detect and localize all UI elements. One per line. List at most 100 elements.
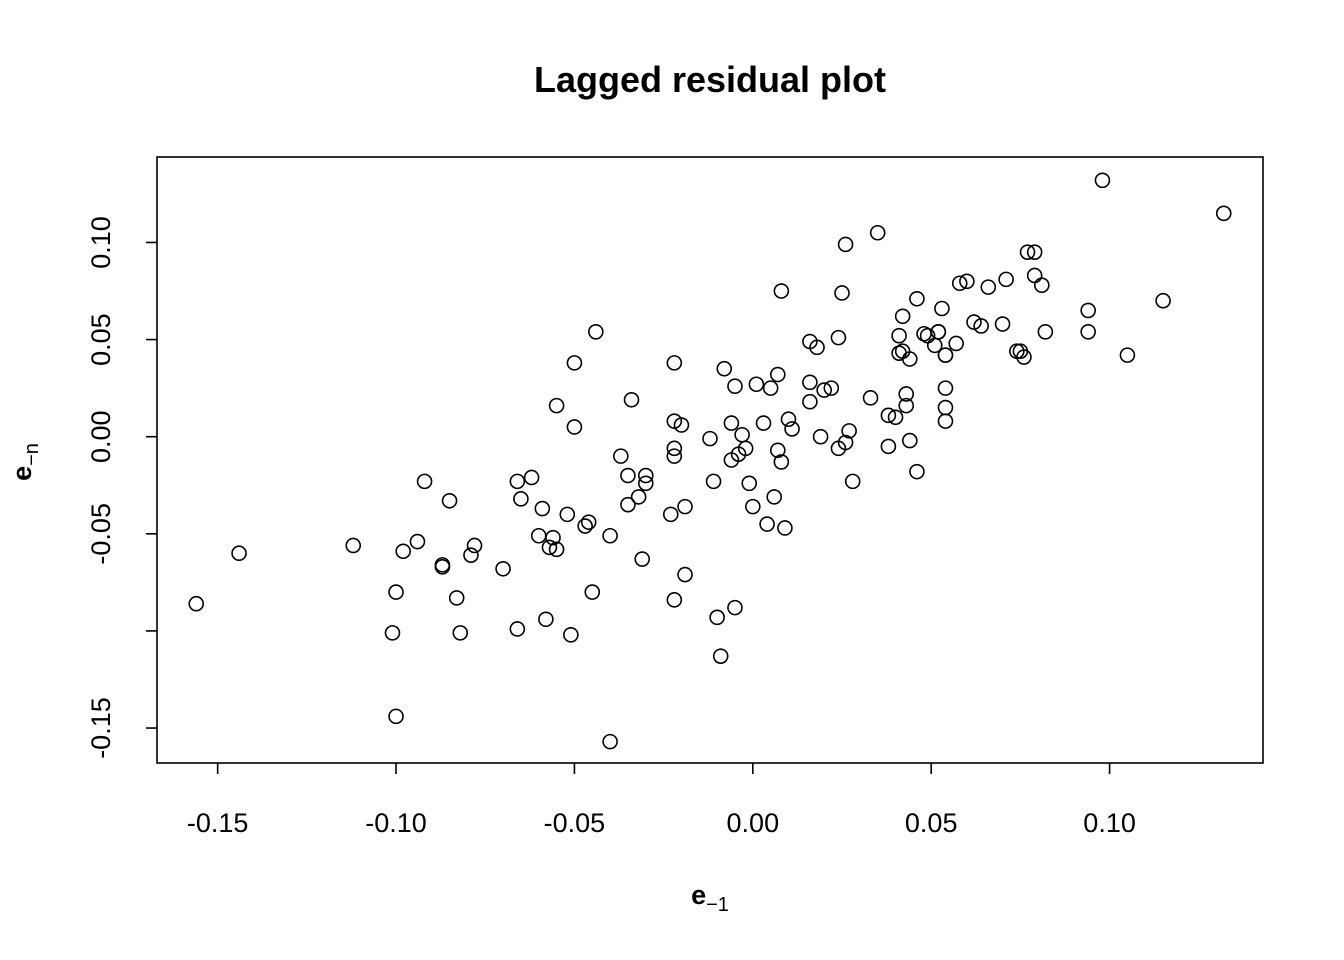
data-point [495, 560, 511, 577]
data-point [384, 625, 401, 641]
data-point [1037, 324, 1054, 340]
data-point [862, 390, 879, 406]
data-point [891, 327, 907, 344]
data-point [741, 475, 758, 492]
data-point [620, 467, 636, 484]
data-point [409, 533, 426, 550]
data-point [1119, 347, 1136, 363]
data-point [1016, 349, 1032, 365]
x-axis-label-subscript: −1 [706, 894, 729, 916]
data-point [563, 627, 579, 643]
data-point [523, 469, 540, 486]
data-point [666, 448, 683, 464]
x-tick-label: -0.10 [365, 808, 427, 838]
x-tick-label: 0.00 [727, 808, 780, 838]
data-point [1094, 172, 1111, 189]
data-point [637, 467, 654, 484]
y-axis-label-subscript: −n [21, 443, 43, 466]
data-point [869, 224, 886, 241]
data-point [666, 440, 683, 457]
x-tick-label: 0.05 [905, 808, 958, 838]
data-point [755, 415, 772, 431]
data-point [930, 324, 947, 340]
data-point [509, 621, 526, 637]
data-point [666, 592, 683, 608]
x-tick-label: -0.05 [544, 808, 606, 838]
data-point [894, 308, 911, 325]
data-point [777, 520, 793, 536]
data-point [712, 648, 729, 664]
data-point [734, 426, 750, 443]
data-point [841, 423, 857, 439]
data-point [937, 399, 954, 416]
data-point [662, 506, 679, 523]
data-point [823, 380, 840, 396]
data-point [702, 430, 718, 447]
data-point [1034, 277, 1050, 293]
data-point [723, 415, 740, 431]
data-point [677, 498, 693, 515]
data-point [901, 432, 918, 449]
x-tick-label: -0.15 [187, 808, 249, 838]
data-point [737, 440, 754, 457]
data-point [830, 329, 847, 346]
data-point [1215, 205, 1232, 222]
data-point [802, 393, 818, 410]
chart-title: Lagged residual plot [534, 59, 886, 100]
data-point [994, 316, 1011, 332]
data-point [1155, 292, 1171, 309]
x-axis: -0.15 -0.10 -0.05 0.00 0.05 0.10 [187, 763, 1136, 838]
data-point [613, 448, 629, 464]
data-point [559, 506, 576, 523]
data-point [727, 378, 743, 394]
data-point [973, 318, 989, 334]
data-point [769, 442, 786, 459]
data-point [769, 366, 786, 383]
x-tick-label: 0.10 [1083, 808, 1136, 838]
data-point [705, 473, 722, 490]
data-point [580, 514, 597, 530]
x-axis-label: e−1 [691, 880, 729, 916]
data-point [951, 275, 968, 292]
data-point [577, 518, 593, 534]
y-tick-label: 0.05 [86, 313, 116, 366]
data-point [637, 475, 654, 492]
data-point [634, 551, 651, 567]
data-point [937, 413, 954, 429]
data-point [566, 355, 583, 371]
data-point [466, 537, 483, 554]
data-point [948, 335, 964, 352]
y-axis: -0.15 -0.05 0.00 0.05 0.10 [86, 216, 157, 759]
y-tick-label: 0.10 [86, 216, 116, 269]
data-point [513, 491, 529, 507]
data-point [748, 376, 765, 393]
plot-frame [156, 156, 1264, 764]
data-point [1080, 324, 1096, 340]
data-point [509, 473, 526, 490]
data-point [677, 566, 693, 583]
data-point [388, 584, 404, 600]
data-point [816, 382, 832, 398]
data-point [937, 380, 954, 396]
data-point [588, 324, 604, 340]
y-axis-label-main: e [7, 466, 37, 481]
data-point [887, 409, 904, 426]
data-point [441, 492, 458, 509]
data-point [345, 537, 362, 554]
data-point [773, 454, 790, 470]
data-point [901, 351, 918, 367]
data-point [837, 236, 854, 253]
data-point [934, 300, 950, 317]
data-point [541, 539, 558, 556]
data-point [759, 516, 775, 532]
data-point [909, 290, 925, 307]
x-axis-label-main: e [691, 880, 706, 910]
data-point [395, 543, 411, 560]
data-point [452, 625, 469, 641]
data-point [998, 271, 1014, 288]
data-point [666, 355, 683, 371]
data-point [773, 283, 790, 299]
data-point [463, 547, 479, 563]
data-point [880, 407, 897, 424]
